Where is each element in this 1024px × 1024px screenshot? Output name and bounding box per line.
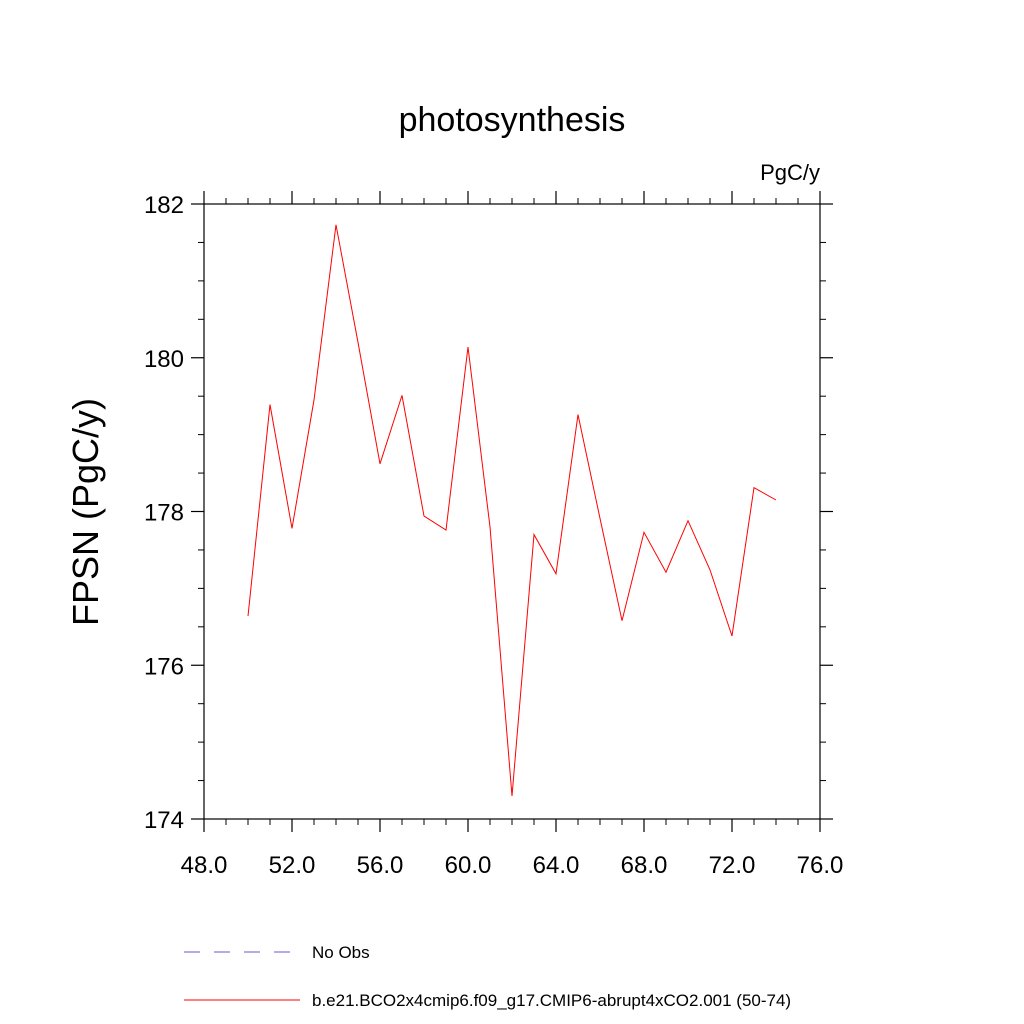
plot-frame — [203, 203, 821, 820]
x-tick-label: 68.0 — [621, 852, 668, 879]
legend-label: No Obs — [312, 943, 370, 962]
x-tick-label: 56.0 — [357, 852, 404, 879]
y-tick-label: 178 — [144, 500, 184, 527]
x-tick-label: 48.0 — [181, 852, 228, 879]
axes: 48.0 52.0 56.0 60.0 64.0 68.0 72.0 76.0 174 176 17… — [144, 191, 843, 879]
x-tick-label: 76.0 — [797, 852, 844, 879]
y-tick-label: 180 — [144, 346, 184, 373]
x-tick-label: 60.0 — [445, 852, 492, 879]
y-tick-label: 174 — [144, 807, 184, 834]
y-tick-label: 176 — [144, 653, 184, 680]
x-tick-label: 64.0 — [533, 852, 580, 879]
legend-label: b.e21.BCO2x4cmip6.f09_g17.CMIP6-abrupt4x… — [312, 991, 791, 1010]
legend: No Obs b.e21.BCO2x4cmip6.f09_g17.CMIP6-ab… — [184, 943, 791, 1010]
chart-title: photosynthesis — [399, 101, 626, 139]
units-label: PgC/y — [760, 160, 820, 185]
x-tick-label: 52.0 — [269, 852, 316, 879]
y-axis-label: FPSN (PgC/y) — [65, 398, 106, 626]
series-layer — [247, 224, 777, 796]
y-tick-label: 182 — [144, 192, 184, 219]
x-tick-label: 72.0 — [709, 852, 756, 879]
series-line — [247, 224, 777, 796]
